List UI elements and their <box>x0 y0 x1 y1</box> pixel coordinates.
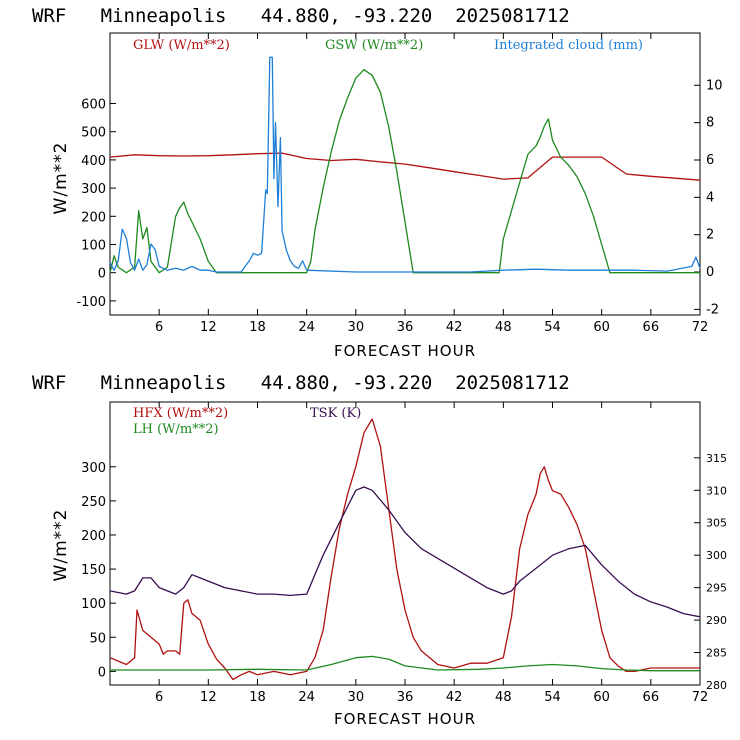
panel-1-x-axis-label: FORECAST HOUR <box>334 342 476 360</box>
series-line-tsk <box>109 486 701 618</box>
flux-skin-temp-panel: WRF Minneapolis 44.880, -93.220 20250817… <box>32 372 727 728</box>
x-tick-label: 72 <box>692 690 709 705</box>
panel-2-x-axis-label: FORECAST HOUR <box>334 710 476 728</box>
x-tick-label: 24 <box>298 690 315 705</box>
radiation-cloud-panel: WRF Minneapolis 44.880, -93.220 20250817… <box>32 5 723 360</box>
y-tick-label: 100 <box>81 239 106 254</box>
y2-tick-label: 310 <box>706 484 727 497</box>
series-line-lh <box>110 655 700 672</box>
panel-2-series <box>109 418 701 681</box>
x-tick-label: 36 <box>397 320 414 335</box>
x-tick-label: 66 <box>643 690 660 705</box>
x-tick-label: 54 <box>544 690 561 705</box>
x-tick-label: 42 <box>446 690 463 705</box>
y2-tick-label: 295 <box>706 582 727 595</box>
x-tick-label: 60 <box>593 690 610 705</box>
y-tick-label: -100 <box>76 295 106 310</box>
y-tick-label: 300 <box>81 461 106 476</box>
y-tick-label: 600 <box>81 98 106 113</box>
y2-tick-label: 10 <box>706 78 723 93</box>
series-line-hfx <box>109 418 700 681</box>
panel-1-series <box>109 56 701 274</box>
panel-2-ticks: 6 12 18 24 30 36 42 48 54 60 66 72 0 50 100 150 200 250 30… <box>81 402 727 705</box>
y-tick-label: 300 <box>81 182 106 197</box>
y-tick-label: 200 <box>81 529 106 544</box>
y-tick-label: 50 <box>89 631 106 646</box>
x-tick-label: 48 <box>495 320 512 335</box>
x-tick-label: 30 <box>348 320 365 335</box>
panel-1-ticks: 6 12 18 24 30 36 42 48 54 60 66 72-1000100200300400… <box>76 33 723 335</box>
x-tick-label: 48 <box>495 690 512 705</box>
legend-lh: LH (W/m**2) <box>133 422 219 437</box>
panel-2-plot-frame <box>109 401 701 686</box>
legend-integrated-cloud: Integrated cloud (mm) <box>494 38 643 53</box>
panel-1-y-axis-label: W/m**2 <box>51 142 71 215</box>
y2-tick-label: 315 <box>706 452 727 465</box>
series-line-gsw <box>109 69 700 274</box>
x-tick-label: 54 <box>544 320 561 335</box>
y-tick-label: 150 <box>81 563 106 578</box>
y-tick-label: 250 <box>81 495 106 510</box>
panel-1-title: WRF Minneapolis 44.880, -93.220 20250817… <box>32 5 570 27</box>
x-tick-label: 60 <box>593 320 610 335</box>
legend-gsw: GSW (W/m**2) <box>325 38 423 53</box>
x-tick-label: 12 <box>200 320 217 335</box>
x-tick-label: 72 <box>692 320 709 335</box>
series-line-integrated <box>109 56 701 273</box>
y2-tick-label: 300 <box>706 549 727 562</box>
panel-2-y-axis-label: W/m**2 <box>51 509 71 582</box>
y2-tick-label: 0 <box>706 265 714 280</box>
x-tick-label: 66 <box>643 320 660 335</box>
x-tick-label: 18 <box>249 320 266 335</box>
y-tick-label: 0 <box>98 267 106 282</box>
y2-tick-label: 6 <box>706 153 714 168</box>
y2-tick-label: -2 <box>706 302 719 317</box>
y-tick-label: 400 <box>81 154 106 169</box>
y2-tick-label: 290 <box>706 614 727 627</box>
y2-tick-label: 305 <box>706 517 727 530</box>
y-tick-label: 100 <box>81 597 106 612</box>
x-tick-label: 12 <box>200 690 217 705</box>
x-tick-label: 42 <box>446 320 463 335</box>
y2-tick-label: 280 <box>706 679 727 692</box>
legend-tsk: TSK (K) <box>310 406 361 421</box>
y2-tick-label: 2 <box>706 228 714 243</box>
y-tick-label: 500 <box>81 126 106 141</box>
y-tick-label: 0 <box>98 665 106 680</box>
legend-hfx: HFX (W/m**2) <box>133 406 228 421</box>
panel-2-title: WRF Minneapolis 44.880, -93.220 20250817… <box>32 372 570 394</box>
legend-glw: GLW (W/m**2) <box>133 38 230 53</box>
x-tick-label: 24 <box>298 320 315 335</box>
x-tick-label: 36 <box>397 690 414 705</box>
x-tick-label: 30 <box>348 690 365 705</box>
x-tick-label: 18 <box>249 690 266 705</box>
x-tick-label: 6 <box>155 320 163 335</box>
series-line-glw <box>109 152 701 181</box>
x-tick-label: 6 <box>155 690 163 705</box>
y-tick-label: 200 <box>81 210 106 225</box>
y2-tick-label: 4 <box>706 190 714 205</box>
y2-tick-label: 285 <box>706 647 727 660</box>
y2-tick-label: 8 <box>706 116 714 131</box>
